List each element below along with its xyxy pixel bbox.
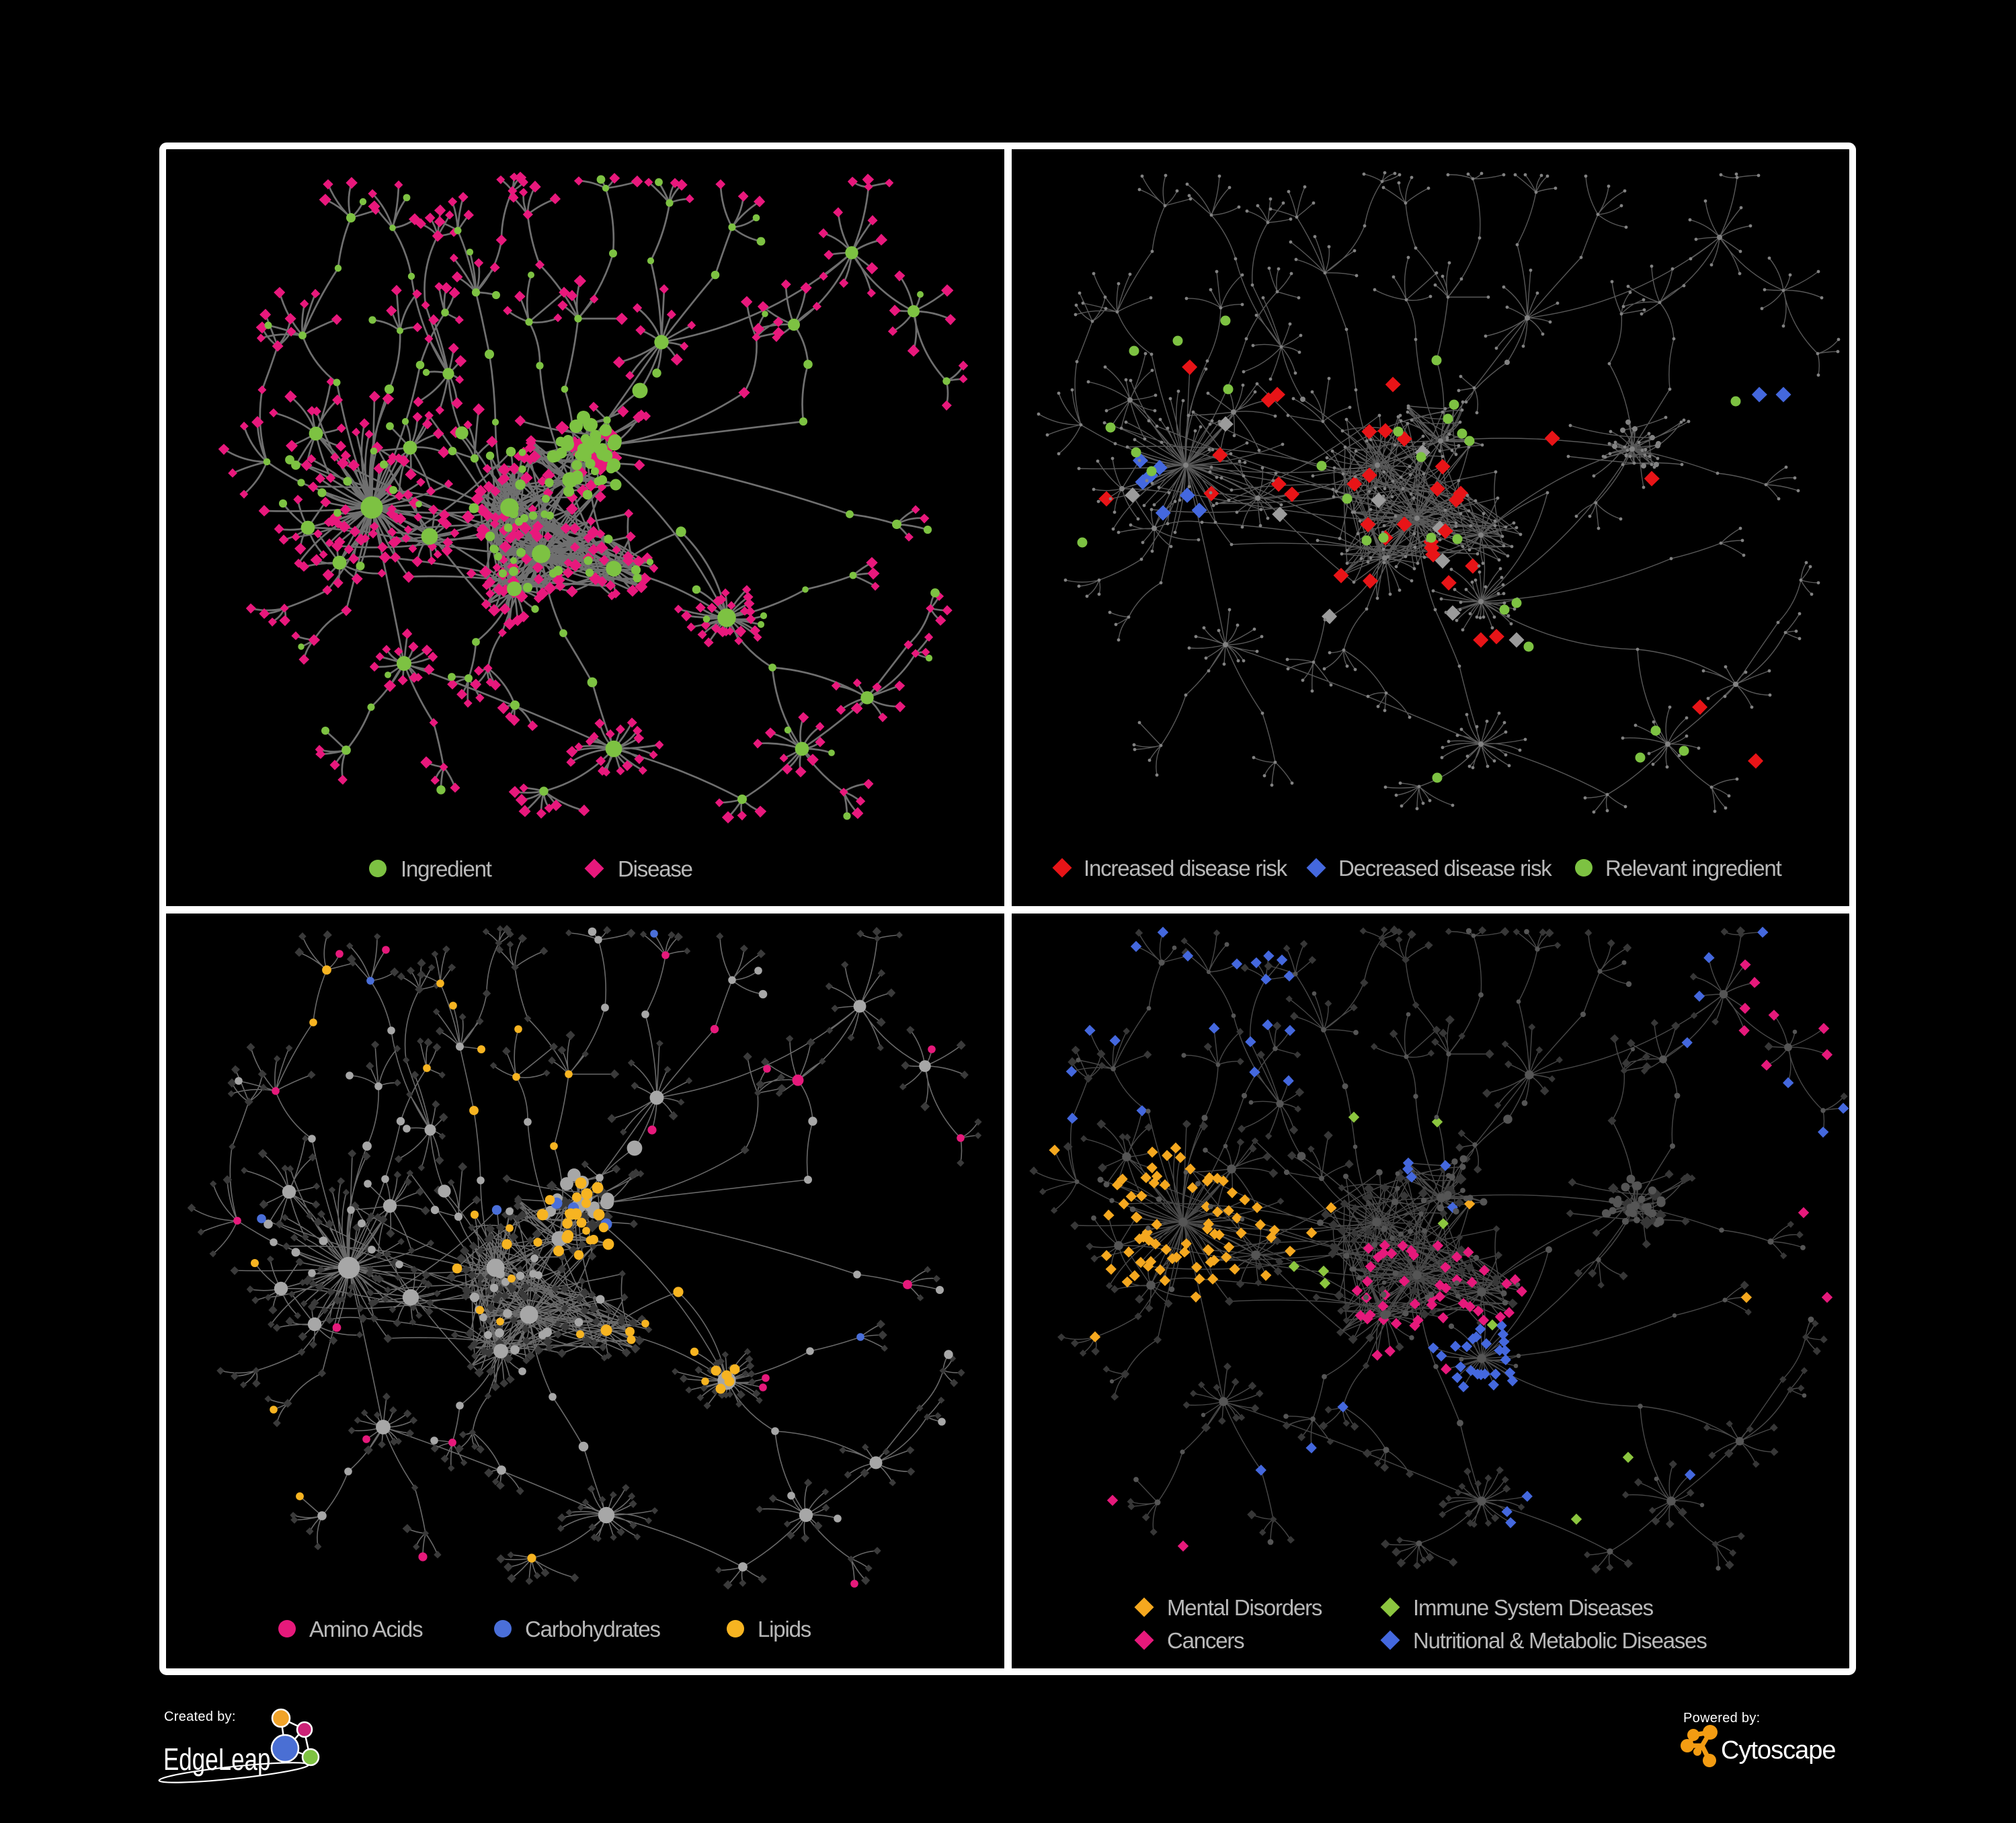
svg-text:Decreased disease risk: Decreased disease risk — [1338, 856, 1552, 881]
svg-text:Immune System Diseases: Immune System Diseases — [1413, 1595, 1654, 1620]
svg-text:Cancers: Cancers — [1167, 1628, 1244, 1653]
svg-text:Nutritional & Metabolic Diseas: Nutritional & Metabolic Diseases — [1413, 1628, 1707, 1653]
svg-text:Relevant ingredient: Relevant ingredient — [1605, 856, 1782, 881]
svg-text:Ingredient: Ingredient — [401, 856, 492, 881]
svg-text:Cytoscape: Cytoscape — [1721, 1736, 1836, 1765]
svg-text:Lipids: Lipids — [758, 1617, 811, 1642]
svg-text:Increased disease risk: Increased disease risk — [1084, 856, 1288, 881]
svg-text:Mental Disorders: Mental Disorders — [1167, 1595, 1322, 1620]
svg-text:Disease: Disease — [618, 856, 692, 881]
svg-text:Carbohydrates: Carbohydrates — [525, 1617, 661, 1642]
svg-text:Amino Acids: Amino Acids — [309, 1617, 423, 1642]
svg-text:EdgeLeap: EdgeLeap — [163, 1742, 270, 1777]
svg-text:Created by:: Created by: — [164, 1709, 236, 1724]
svg-text:Powered by:: Powered by: — [1683, 1711, 1760, 1726]
